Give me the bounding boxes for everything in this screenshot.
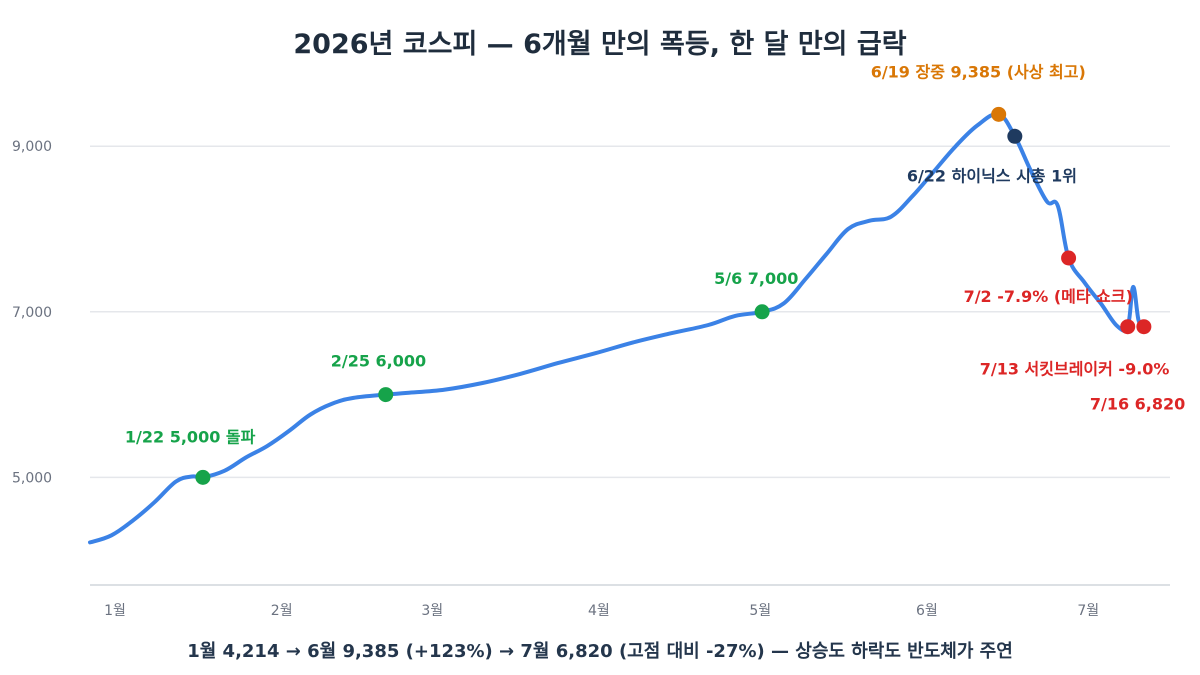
x-tick-label: 3월 [421,603,443,619]
marker-label-7-13: 7/13 서킷브레이커 -9.0% [980,360,1170,379]
marker-label-7-2: 7/2 -7.9% (메타 쇼크) [964,287,1133,306]
event-markers [195,106,1152,485]
marker-milestone-1-22 [195,469,211,485]
y-tick-label: 9,000 [12,139,52,155]
y-tick-label: 5,000 [12,470,52,486]
marker-label-1-22: 1/22 5,000 돌파 [125,427,256,446]
marker-event-6-22 [1007,128,1023,144]
kospi-series-line [88,112,1146,545]
x-tick-label: 6월 [916,603,938,619]
x-tick-label: 4월 [588,603,610,619]
event-labels: 1/22 5,000 돌파 2/25 6,000 5/6 7,000 6/19 장중 … [125,62,1185,446]
chart-title: 2026년 코스피 — 6개월 만의 폭등, 한 달 만의 급락 [293,29,907,60]
marker-milestone-5-6 [754,304,770,320]
x-tick-label: 2월 [271,603,293,619]
marker-label-5-6: 5/6 7,000 [714,269,798,288]
marker-label-2-25: 2/25 6,000 [331,352,426,371]
y-tick-label: 7,000 [12,305,52,321]
marker-peak-6-19 [991,106,1007,122]
x-tick-label: 1월 [104,603,126,619]
gridlines [90,145,1170,479]
series-line-layer [88,112,1146,545]
axes: 5,000 7,000 9,000 1월 2월 3월 4월 5월 6월 7월 [12,139,1170,619]
chart-footer-summary: 1월 4,214 → 6월 9,385 (+123%) → 7월 6,820 (… [187,641,1013,662]
marker-drop-7-13 [1120,319,1136,335]
marker-label-7-16: 7/16 6,820 [1090,395,1185,414]
marker-drop-7-2 [1061,250,1077,266]
marker-milestone-2-25 [378,387,394,403]
x-tick-label: 5월 [749,603,771,619]
marker-label-6-19: 6/19 장중 9,385 (사상 최고) [871,62,1086,81]
marker-drop-7-16 [1136,319,1152,335]
x-tick-label: 7월 [1077,603,1099,619]
marker-label-6-22: 6/22 하이닉스 시총 1위 [907,166,1077,185]
